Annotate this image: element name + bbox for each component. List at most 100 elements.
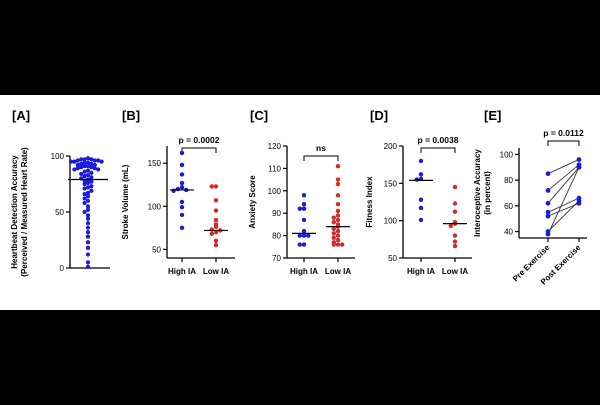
data-point: [213, 198, 219, 203]
panel-label: [B]: [122, 108, 140, 123]
data-point: [85, 198, 91, 203]
data-point-pre: [545, 213, 551, 219]
data-point: [179, 162, 185, 168]
y-axis-title: (Perceived / Measured Heart Rate): [20, 147, 29, 277]
x-tick-label: High IA: [290, 267, 318, 276]
paired-line: [547, 200, 580, 232]
data-point: [85, 252, 91, 257]
data-point: [414, 177, 419, 182]
data-point: [85, 240, 91, 245]
data-point: [89, 184, 94, 189]
data-point: [331, 235, 336, 241]
data-point: [301, 228, 307, 234]
y-axis-title: (in percent): [483, 171, 492, 215]
data-point: [175, 186, 180, 192]
data-point: [89, 161, 94, 166]
data-point: [85, 245, 91, 250]
data-point: [85, 260, 91, 265]
data-point: [213, 184, 219, 189]
data-point: [297, 233, 302, 238]
data-point: [179, 204, 185, 210]
data-point: [179, 199, 185, 205]
data-point: [301, 206, 307, 211]
data-point: [418, 158, 424, 164]
y-tick-label: 120: [268, 142, 282, 151]
data-point: [418, 172, 424, 177]
data-point: [452, 233, 458, 238]
data-point: [89, 179, 94, 184]
y-tick-label: 100: [500, 150, 514, 159]
data-point: [452, 184, 458, 190]
data-point-pre: [545, 171, 551, 177]
x-tick-label: Low IA: [325, 267, 351, 276]
y-tick-label: 100: [148, 202, 162, 211]
data-point: [85, 180, 91, 185]
data-point: [306, 233, 311, 238]
data-point: [92, 166, 97, 171]
data-point: [79, 161, 84, 166]
data-point: [85, 221, 91, 226]
data-point: [85, 264, 91, 269]
data-point: [179, 150, 185, 156]
paired-line: [547, 164, 580, 191]
y-tick-label: 200: [384, 142, 398, 151]
data-point: [82, 174, 87, 179]
data-point: [85, 207, 91, 212]
y-tick-label: 110: [268, 164, 281, 173]
data-point: [335, 242, 341, 247]
data-point: [179, 185, 185, 190]
x-tick-label: Low IA: [442, 267, 468, 276]
data-point: [96, 158, 101, 163]
data-point: [331, 215, 336, 220]
data-point: [452, 243, 458, 249]
y-tick-label: 90: [272, 209, 281, 218]
data-point: [301, 193, 307, 198]
data-point: [75, 162, 80, 168]
paired-line: [547, 159, 580, 175]
data-point: [72, 159, 77, 164]
data-point: [89, 170, 94, 175]
data-point: [213, 238, 219, 243]
data-point: [82, 191, 87, 197]
data-point: [92, 158, 97, 163]
data-point: [79, 171, 84, 177]
data-point-post: [576, 157, 582, 162]
data-point: [68, 159, 74, 164]
data-point: [82, 157, 87, 162]
y-tick-label: 40: [504, 228, 513, 237]
data-point: [85, 225, 91, 230]
y-axis-title: Interoceptive Accuracy: [473, 149, 482, 237]
data-point: [179, 225, 185, 231]
data-point: [301, 202, 307, 207]
figure-white-panel: [0, 95, 600, 310]
data-point-pre: [545, 209, 551, 215]
panel-label: [D]: [370, 108, 388, 123]
y-axis-title: Anxiety Score: [248, 175, 257, 229]
data-point: [75, 158, 80, 163]
data-point: [82, 200, 87, 206]
data-point: [335, 233, 341, 238]
data-point: [331, 231, 336, 236]
data-point: [85, 230, 91, 235]
data-point: [213, 208, 219, 213]
data-point: [448, 223, 453, 229]
data-point: [335, 217, 341, 223]
significance-bracket: [547, 140, 580, 146]
data-point-post: [576, 198, 582, 204]
data-point: [335, 237, 341, 243]
data-point: [209, 227, 214, 232]
panel-label: [A]: [12, 108, 30, 123]
data-point: [331, 226, 336, 232]
data-point: [85, 216, 91, 221]
data-point: [297, 242, 302, 247]
y-axis-title: Fitness Index: [365, 176, 374, 228]
data-point: [82, 209, 87, 215]
data-point: [418, 197, 424, 202]
data-point: [79, 157, 84, 162]
data-point: [297, 206, 302, 211]
data-point: [335, 177, 341, 182]
data-point: [96, 167, 101, 172]
data-point: [209, 184, 214, 189]
panel-label: [C]: [250, 108, 268, 123]
